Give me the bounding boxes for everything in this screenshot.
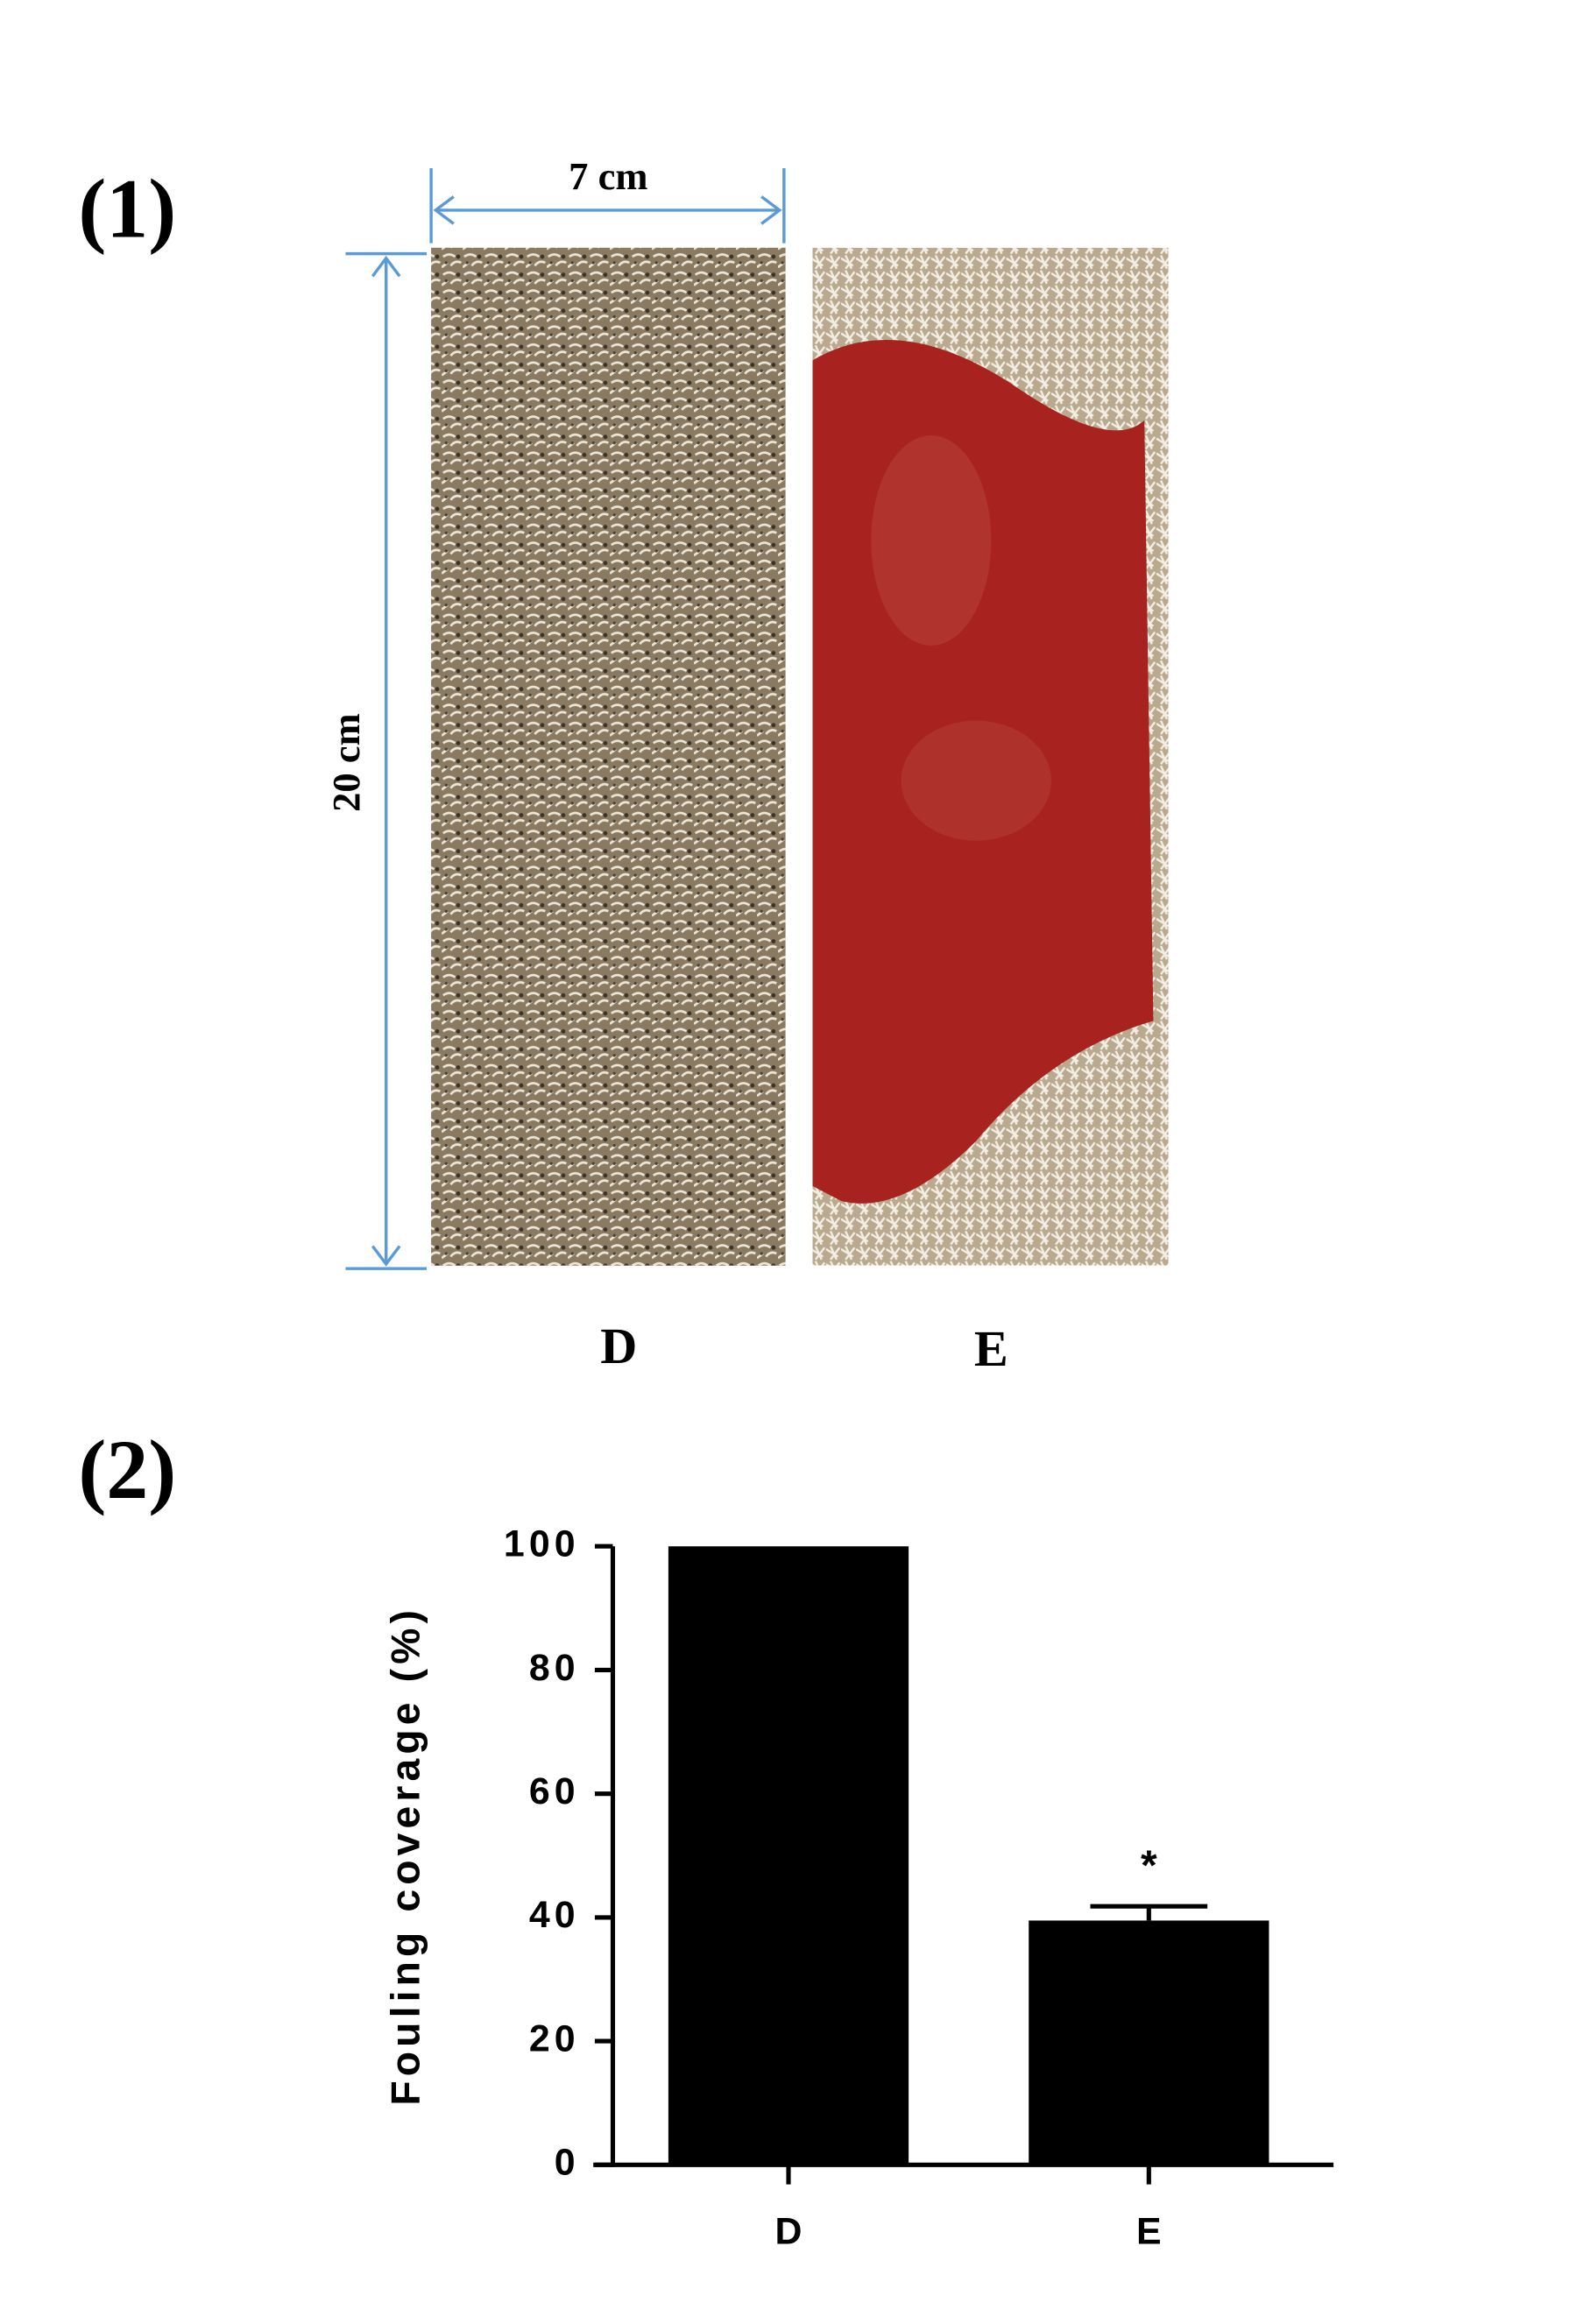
- width-label: 7 cm: [569, 154, 647, 198]
- y-tick-label: 80: [529, 1647, 580, 1689]
- sample-label: D: [600, 1317, 637, 1374]
- plot: 0 20 40 60 80 100 D E *: [504, 1523, 1334, 2252]
- panel-label: (1): [78, 162, 176, 256]
- y-tick-label: 60: [529, 1770, 580, 1812]
- y-tick-label: 20: [529, 2017, 580, 2059]
- y-tick-label: 0: [555, 2142, 580, 2184]
- significance-mark: *: [1141, 1843, 1157, 1890]
- x-tick-label: D: [775, 2210, 803, 2252]
- photo-d: [431, 247, 786, 1266]
- y-axis-label: Fouling coverage (%): [383, 1606, 428, 2106]
- bar: [668, 1546, 909, 2165]
- panel-label: (2): [78, 1423, 176, 1516]
- dimension-arrows: [345, 167, 786, 1270]
- error-bar: [1090, 1904, 1208, 1921]
- y-tick-label: 100: [504, 1523, 580, 1565]
- height-label: 20 cm: [324, 713, 368, 812]
- x-tick-label: E: [1136, 2210, 1162, 2252]
- photo-e: [812, 247, 1169, 1266]
- sample-label: E: [974, 1320, 1008, 1377]
- y-tick-label: 40: [529, 1894, 580, 1936]
- bar: [1029, 1920, 1269, 2165]
